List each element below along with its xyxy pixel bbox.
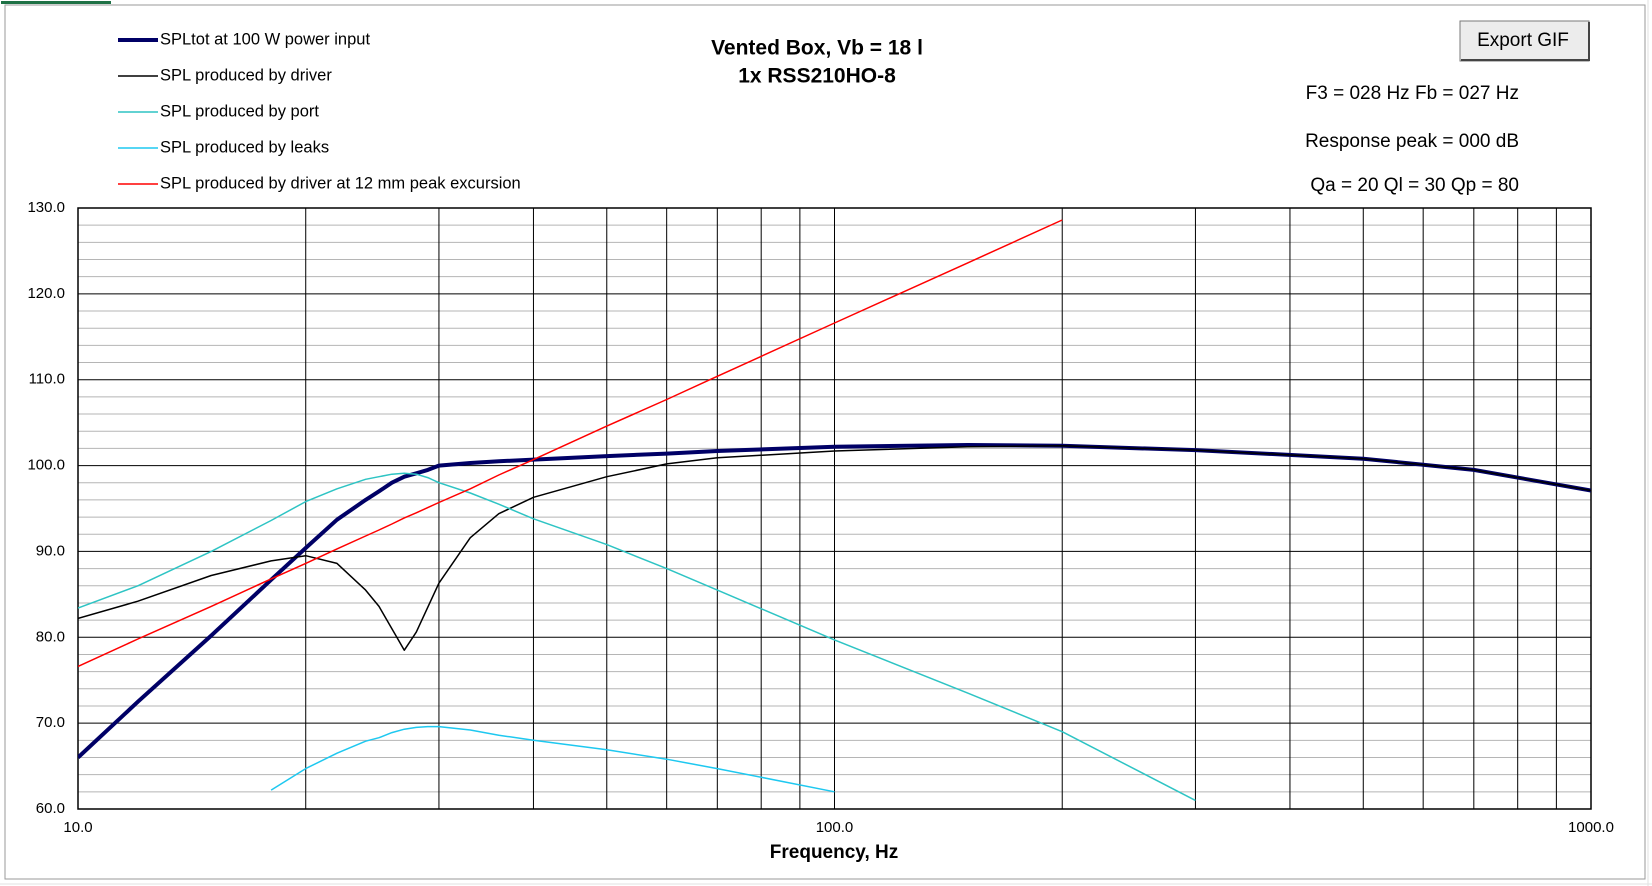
annotation: Response peak = 000 dB bbox=[1305, 131, 1519, 152]
y-tick-label: 110.0 bbox=[29, 371, 65, 388]
x-tick-label: 100.0 bbox=[816, 819, 854, 836]
series-line bbox=[270, 725, 835, 793]
sheet-selection bbox=[1, 1, 111, 4]
series-line bbox=[78, 219, 1063, 668]
legend-label: SPL produced by driver at 12 mm peak exc… bbox=[160, 174, 521, 192]
plot-lines bbox=[78, 219, 1591, 802]
x-tick-label: 1000.0 bbox=[1568, 819, 1614, 836]
x-tick-label: 10.0 bbox=[63, 819, 92, 836]
export-button[interactable]: Export GIF bbox=[1459, 20, 1590, 62]
x-axis-label: Frequency, Hz bbox=[770, 842, 898, 863]
legend-label: SPL produced by leaks bbox=[160, 138, 329, 156]
y-tick-label: 130.0 bbox=[27, 199, 65, 216]
chart-title: Vented Box, Vb = 18 l bbox=[711, 37, 923, 60]
legend-label: SPL produced by port bbox=[160, 102, 319, 120]
series-line bbox=[78, 472, 1196, 802]
y-tick-label: 60.0 bbox=[36, 800, 65, 817]
y-tick-label: 70.0 bbox=[36, 714, 65, 731]
y-tick-label: 90.0 bbox=[36, 542, 65, 559]
legend-label: SPLtot at 100 W power input bbox=[160, 30, 370, 48]
y-tick-label: 120.0 bbox=[27, 285, 65, 302]
y-tick-label: 100.0 bbox=[27, 457, 65, 474]
legend-label: SPL produced by driver bbox=[160, 66, 332, 84]
annotation: F3 = 028 Hz Fb = 027 Hz bbox=[1306, 83, 1519, 104]
plot-border bbox=[77, 207, 1592, 810]
button-face[interactable] bbox=[1459, 20, 1590, 62]
button-label[interactable]: Export GIF bbox=[1477, 30, 1569, 51]
annotation: Qa = 20 Ql = 30 Qp = 80 bbox=[1310, 175, 1519, 196]
y-tick-label: 80.0 bbox=[36, 628, 65, 645]
chart-subtitle: 1x RSS210HO-8 bbox=[738, 65, 896, 88]
